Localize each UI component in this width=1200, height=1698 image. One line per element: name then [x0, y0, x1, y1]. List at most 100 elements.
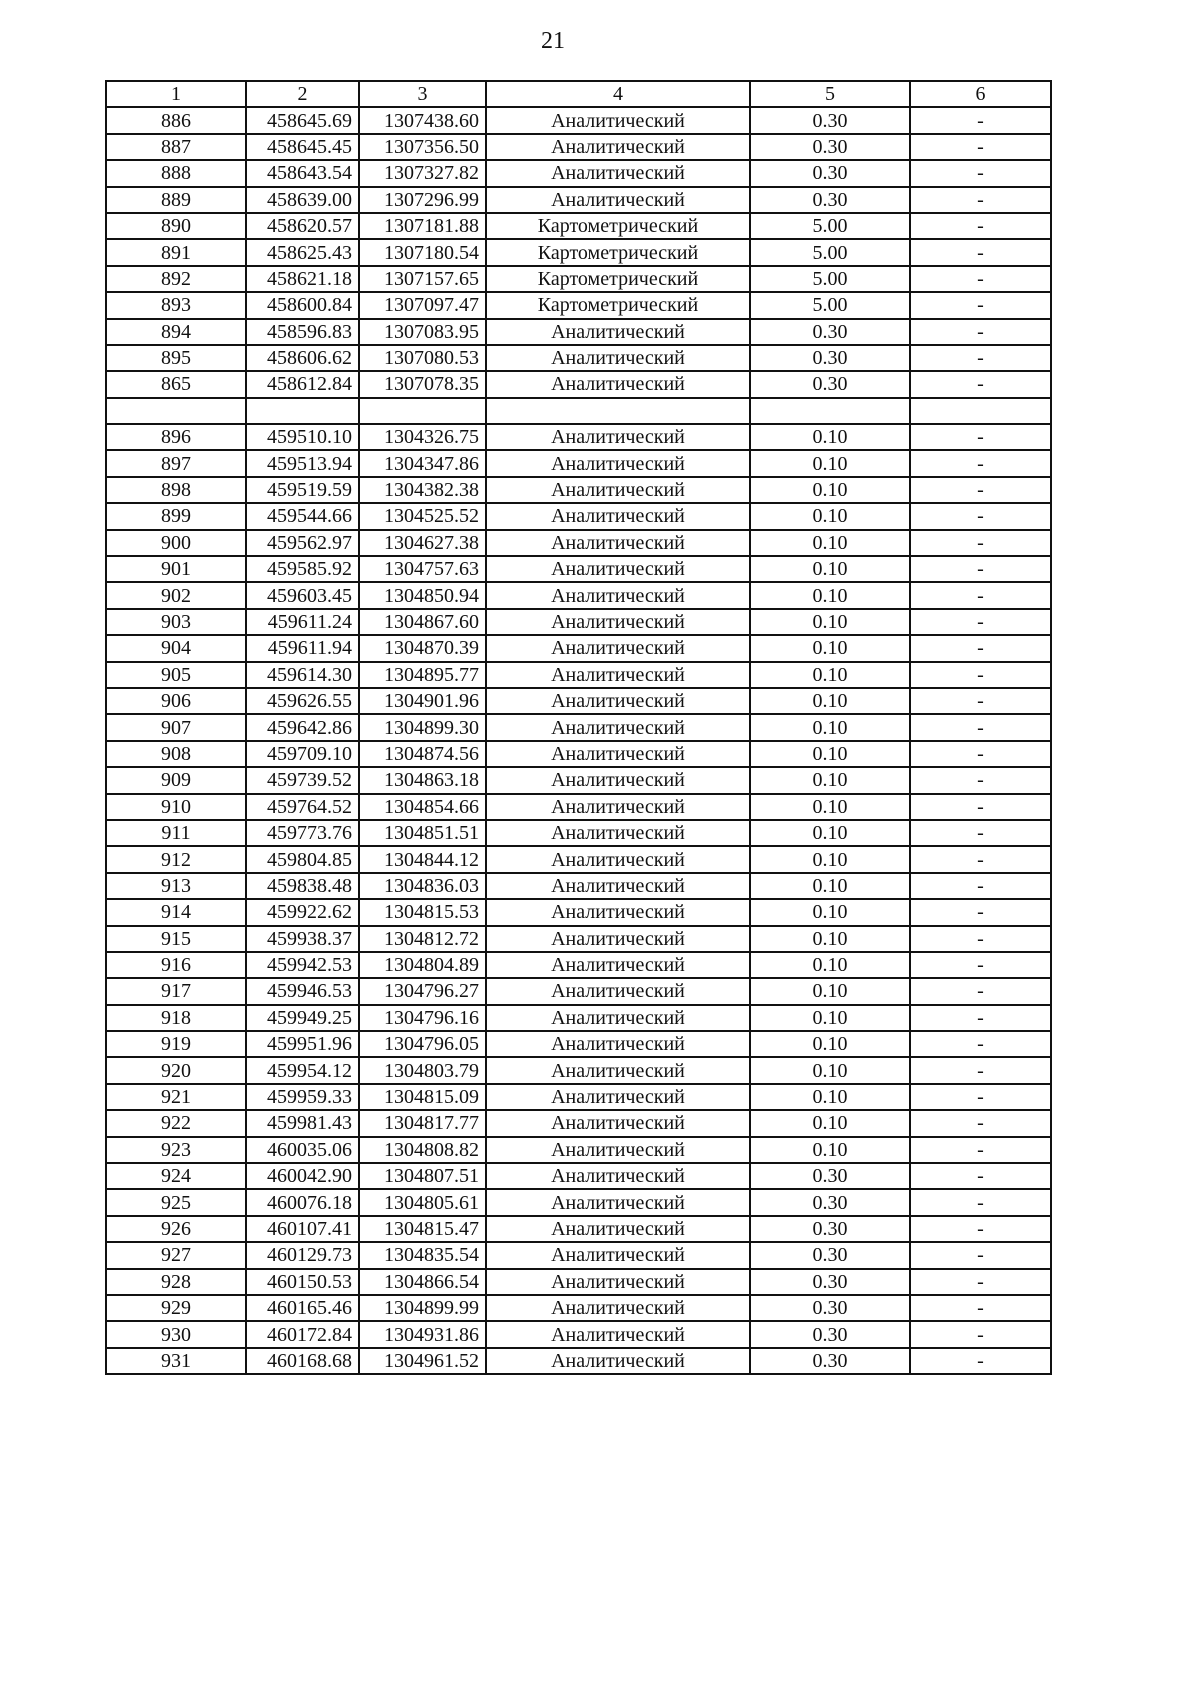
coord-y-cell: 1307356.50 — [358, 132, 487, 162]
coord-x-cell: 459838.48 — [245, 871, 360, 901]
method-cell: Аналитический — [485, 924, 751, 953]
table-row: 930 460172.84 1304931.86 Аналитический 0.30- — [105, 1320, 1052, 1349]
method-cell: Аналитический — [485, 660, 751, 689]
note-cell: - — [909, 1003, 1052, 1033]
header-cell: 5 — [749, 79, 911, 109]
coord-x-cell: 459739.52 — [245, 766, 360, 795]
point-number-cell: 913 — [105, 871, 247, 901]
table-row: 903 459611.24 1304867.60 Аналитический 0.10- — [105, 607, 1052, 637]
table-row: 924 460042.90 1304807.51 Аналитический 0.30- — [105, 1162, 1052, 1191]
accuracy-cell: 0.10 — [749, 1003, 911, 1033]
accuracy-cell: 0.30 — [749, 1267, 911, 1296]
point-number-cell: 865 — [105, 370, 247, 399]
coord-y-cell: 1304808.82 — [358, 1135, 487, 1165]
point-number-cell: 906 — [105, 686, 247, 716]
coord-y-cell — [358, 396, 487, 426]
note-cell: - — [909, 871, 1052, 901]
accuracy-cell: 0.30 — [749, 185, 911, 214]
point-number-cell: 897 — [105, 449, 247, 478]
method-cell: Аналитический — [485, 475, 751, 505]
table-row: 917 459946.53 1304796.27 Аналитический 0.10- — [105, 977, 1052, 1006]
accuracy-cell: 0.10 — [749, 845, 911, 874]
point-number-cell: 922 — [105, 1109, 247, 1138]
note-cell: - — [909, 423, 1052, 452]
table-row: 901 459585.92 1304757.63 Аналитический 0.10- — [105, 555, 1052, 584]
point-number-cell: 928 — [105, 1267, 247, 1296]
method-cell: Аналитический — [485, 871, 751, 901]
coord-x-cell: 458625.43 — [245, 238, 360, 267]
coord-y-cell: 1304874.56 — [358, 739, 487, 769]
coord-x-cell: 460168.68 — [245, 1346, 360, 1376]
table-row: 888 458643.54 1307327.82 Аналитический 0.30- — [105, 159, 1052, 188]
coord-y-cell: 1304899.30 — [358, 713, 487, 742]
note-cell: - — [909, 924, 1052, 953]
page-number: 21 — [541, 28, 565, 54]
note-cell: - — [909, 739, 1052, 769]
header-cell: 2 — [245, 79, 360, 109]
point-number-cell: 921 — [105, 1082, 247, 1112]
note-cell: - — [909, 132, 1052, 162]
accuracy-cell: 0.10 — [749, 713, 911, 742]
coord-y-cell: 1304815.47 — [358, 1214, 487, 1244]
coord-y-cell: 1304804.89 — [358, 950, 487, 980]
coordinates-table: 1 2 3 4 5 6 886 458645.69 1307438.60 Аналит… — [105, 79, 1052, 1376]
accuracy-cell: 0.30 — [749, 1346, 911, 1376]
note-cell: - — [909, 660, 1052, 689]
note-cell: - — [909, 1162, 1052, 1191]
table-row: 919 459951.96 1304796.05 Аналитический 0.10- — [105, 1030, 1052, 1059]
point-number-cell: 927 — [105, 1241, 247, 1270]
note-cell: - — [909, 449, 1052, 478]
note-cell: - — [909, 607, 1052, 637]
coord-x-cell: 458596.83 — [245, 317, 360, 346]
table-header-row: 1 2 3 4 5 6 — [105, 79, 1052, 109]
method-cell: Аналитический — [485, 1188, 751, 1217]
method-cell: Аналитический — [485, 370, 751, 399]
coord-x-cell: 459614.30 — [245, 660, 360, 689]
method-cell: Аналитический — [485, 818, 751, 848]
method-cell: Аналитический — [485, 106, 751, 135]
accuracy-cell: 0.10 — [749, 1030, 911, 1059]
table-row: 890 458620.57 1307181.88 Картометрический 5.… — [105, 211, 1052, 241]
method-cell: Аналитический — [485, 898, 751, 927]
method-cell: Аналитический — [485, 1056, 751, 1085]
coord-y-cell: 1304796.27 — [358, 977, 487, 1006]
method-cell: Аналитический — [485, 686, 751, 716]
note-cell: - — [909, 1056, 1052, 1085]
header-cell: 3 — [358, 79, 487, 109]
table-row: 900 459562.97 1304627.38 Аналитический 0.10- — [105, 528, 1052, 558]
point-number-cell: 912 — [105, 845, 247, 874]
table-row: 922 459981.43 1304817.77 Аналитический 0.10- — [105, 1109, 1052, 1138]
coord-y-cell: 1307080.53 — [358, 343, 487, 373]
method-cell: Картометрический — [485, 291, 751, 320]
coord-y-cell: 1304815.09 — [358, 1082, 487, 1112]
coord-y-cell: 1307180.54 — [358, 238, 487, 267]
coord-y-cell: 1304851.51 — [358, 818, 487, 848]
coord-y-cell: 1304866.54 — [358, 1267, 487, 1296]
point-number-cell: 926 — [105, 1214, 247, 1244]
coord-x-cell: 459764.52 — [245, 792, 360, 821]
method-cell: Аналитический — [485, 343, 751, 373]
accuracy-cell: 0.10 — [749, 475, 911, 505]
coord-x-cell: 460107.41 — [245, 1214, 360, 1244]
coord-x-cell: 459611.94 — [245, 634, 360, 663]
coord-x-cell: 459626.55 — [245, 686, 360, 716]
coord-y-cell: 1304757.63 — [358, 555, 487, 584]
accuracy-cell: 0.30 — [749, 343, 911, 373]
table-row: 927 460129.73 1304835.54 Аналитический 0.30- — [105, 1241, 1052, 1270]
note-cell: - — [909, 1188, 1052, 1217]
coord-y-cell: 1307327.82 — [358, 159, 487, 188]
coord-y-cell: 1304627.38 — [358, 528, 487, 558]
method-cell: Аналитический — [485, 950, 751, 980]
accuracy-cell: 0.10 — [749, 898, 911, 927]
coord-x-cell: 459951.96 — [245, 1030, 360, 1059]
accuracy-cell: 0.30 — [749, 106, 911, 135]
method-cell: Картометрический — [485, 211, 751, 241]
note-cell: - — [909, 1082, 1052, 1112]
coord-y-cell: 1304803.79 — [358, 1056, 487, 1085]
point-number-cell: 901 — [105, 555, 247, 584]
accuracy-cell: 0.10 — [749, 449, 911, 478]
point-number-cell: 920 — [105, 1056, 247, 1085]
coord-y-cell: 1304863.18 — [358, 766, 487, 795]
point-number-cell: 909 — [105, 766, 247, 795]
point-number-cell: 888 — [105, 159, 247, 188]
